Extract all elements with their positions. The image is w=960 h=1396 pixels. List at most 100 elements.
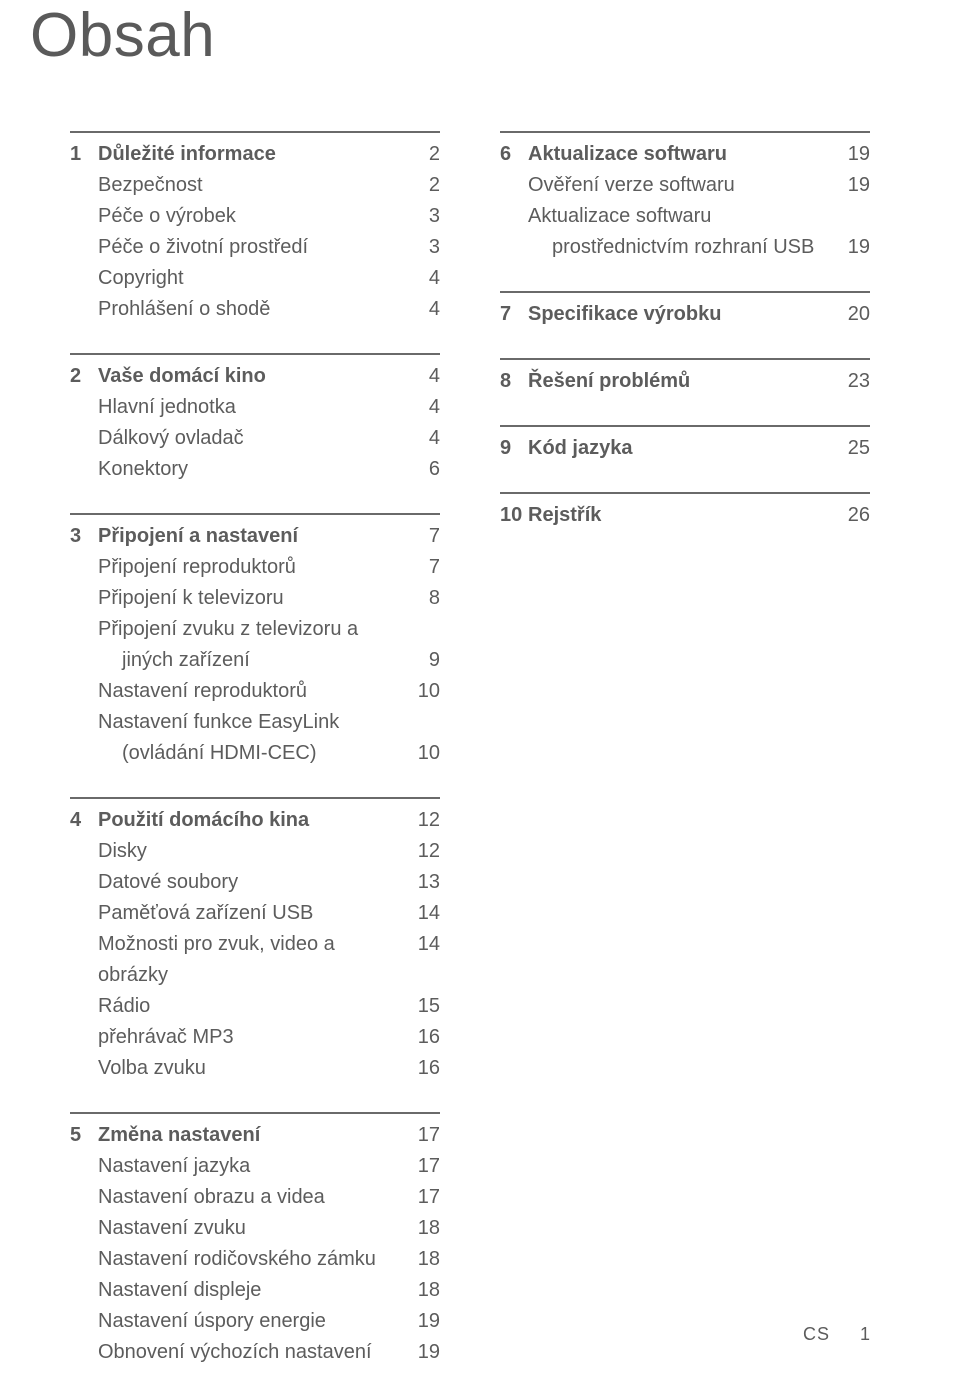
toc-section: 1Důležité informace2Bezpečnost2Péče o vý… [70, 131, 440, 325]
toc-item-page: 4 [410, 423, 440, 454]
toc-item-page: 4 [410, 263, 440, 294]
toc-section-head: 8Řešení problémů23 [500, 366, 870, 397]
toc-section-head: 4Použití domácího kina12 [70, 805, 440, 836]
toc-item-label: Péče o životní prostředí [70, 232, 410, 263]
toc-item-page: 3 [410, 201, 440, 232]
toc-item-label: Datové soubory [70, 867, 410, 898]
toc-section-number: 2 [70, 361, 98, 392]
toc-item-label: Dálkový ovladač [70, 423, 410, 454]
toc-item-label: Připojení k televizoru [70, 583, 410, 614]
toc-item-page: 15 [410, 991, 440, 1022]
toc-item: Připojení reproduktorů7 [70, 552, 440, 583]
toc-section-number: 6 [500, 139, 528, 170]
toc-section: 10Rejstřík26 [500, 492, 870, 531]
toc-section-page: 19 [840, 139, 870, 170]
toc-item-continuation: jiných zařízení9 [70, 645, 440, 676]
toc-item: Hlavní jednotka4 [70, 392, 440, 423]
toc-item-label: Připojení zvuku z televizoru a [70, 614, 440, 645]
toc-section-title: Připojení a nastavení [98, 521, 410, 552]
toc-section-page: 25 [840, 433, 870, 464]
toc-item: Rádio15 [70, 991, 440, 1022]
toc-column-right: 6Aktualizace softwaru19Ověření verze sof… [500, 131, 870, 1396]
toc-column-left: 1Důležité informace2Bezpečnost2Péče o vý… [70, 131, 440, 1396]
toc-section-number: 5 [70, 1120, 98, 1151]
toc-item-page: 19 [410, 1306, 440, 1337]
toc-item: Copyright4 [70, 263, 440, 294]
toc-item-page: 14 [410, 929, 440, 960]
toc-section-page: 26 [840, 500, 870, 531]
toc-item-page: 4 [410, 392, 440, 423]
toc-item: Nastavení úspory energie19 [70, 1306, 440, 1337]
toc-section-number: 7 [500, 299, 528, 330]
toc-section-head: 1Důležité informace2 [70, 139, 440, 170]
toc-section-page: 20 [840, 299, 870, 330]
toc-item: Bezpečnost2 [70, 170, 440, 201]
toc-item-page: 16 [410, 1022, 440, 1053]
toc-section-head: 7Specifikace výrobku20 [500, 299, 870, 330]
toc-section-number: 8 [500, 366, 528, 397]
toc-item-label: Paměťová zařízení USB [70, 898, 410, 929]
toc-item-label: jiných zařízení [70, 645, 410, 676]
toc-item-label: Nastavení displeje [70, 1275, 410, 1306]
toc-item-label: Nastavení reproduktorů [70, 676, 410, 707]
toc-item-page: 18 [410, 1275, 440, 1306]
toc-item-label: Nastavení jazyka [70, 1151, 410, 1182]
toc-item: Disky12 [70, 836, 440, 867]
toc-section-number: 3 [70, 521, 98, 552]
toc-section: 7Specifikace výrobku20 [500, 291, 870, 330]
footer-page-number: 1 [860, 1324, 870, 1345]
toc-section: 6Aktualizace softwaru19Ověření verze sof… [500, 131, 870, 263]
toc-item-label: Hlavní jednotka [70, 392, 410, 423]
toc-item: Připojení k televizoru8 [70, 583, 440, 614]
toc-item-page: 17 [410, 1151, 440, 1182]
toc-section-page: 2 [410, 139, 440, 170]
toc-item: Nastavení zvuku18 [70, 1213, 440, 1244]
toc-section: 4Použití domácího kina12Disky12Datové so… [70, 797, 440, 1084]
toc-item: Péče o výrobek3 [70, 201, 440, 232]
toc-section-head: 3Připojení a nastavení7 [70, 521, 440, 552]
toc-item-page: 4 [410, 294, 440, 325]
toc-section-title: Řešení problémů [528, 366, 840, 397]
toc-item-page: 12 [410, 836, 440, 867]
toc-item-page: 18 [410, 1244, 440, 1275]
toc-item-label: Aktualizace softwaru [500, 201, 870, 232]
toc-item-label: Konektory [70, 454, 410, 485]
toc-item: Péče o životní prostředí3 [70, 232, 440, 263]
toc-section-title: Použití domácího kina [98, 805, 410, 836]
toc-section: 2Vaše domácí kino4Hlavní jednotka4Dálkov… [70, 353, 440, 485]
toc-item: Aktualizace softwaru [500, 201, 870, 232]
toc-section-title: Změna nastavení [98, 1120, 410, 1151]
toc-item-page: 18 [410, 1213, 440, 1244]
toc-item-page: 6 [410, 454, 440, 485]
toc-item-page: 19 [840, 232, 870, 263]
toc-item: Nastavení funkce EasyLink [70, 707, 440, 738]
toc-item-page: 13 [410, 867, 440, 898]
toc-item-label: Nastavení rodičovského zámku [70, 1244, 410, 1275]
toc-section-page: 7 [410, 521, 440, 552]
toc-item-label: přehrávač MP3 [70, 1022, 410, 1053]
toc-page: Obsah 1Důležité informace2Bezpečnost2Péč… [0, 0, 960, 1395]
toc-item-label: Ověření verze softwaru [500, 170, 840, 201]
toc-item-label: Disky [70, 836, 410, 867]
toc-section-title: Rejstřík [528, 500, 840, 531]
toc-item-label: Péče o výrobek [70, 201, 410, 232]
footer-language: CS [803, 1324, 830, 1345]
toc-item-label: Nastavení zvuku [70, 1213, 410, 1244]
toc-item: Dálkový ovladač4 [70, 423, 440, 454]
toc-item: přehrávač MP316 [70, 1022, 440, 1053]
toc-section-page: 17 [410, 1120, 440, 1151]
toc-section-title: Aktualizace softwaru [528, 139, 840, 170]
toc-item-label: Nastavení funkce EasyLink [70, 707, 440, 738]
toc-section-head: 10Rejstřík26 [500, 500, 870, 531]
toc-item-label: prostřednictvím rozhraní USB [500, 232, 840, 263]
toc-item-continuation: prostřednictvím rozhraní USB19 [500, 232, 870, 263]
toc-item-label: Možnosti pro zvuk, video a obrázky [70, 929, 410, 991]
toc-item: Ověření verze softwaru19 [500, 170, 870, 201]
toc-item-label: Obnovení výchozích nastavení [70, 1337, 410, 1368]
toc-item: Datové soubory13 [70, 867, 440, 898]
toc-item-page: 16 [410, 1053, 440, 1084]
toc-item-label: Copyright [70, 263, 410, 294]
toc-item-label: Prohlášení o shodě [70, 294, 410, 325]
toc-section-head: 2Vaše domácí kino4 [70, 361, 440, 392]
toc-item: Nastavení displeje18 [70, 1275, 440, 1306]
